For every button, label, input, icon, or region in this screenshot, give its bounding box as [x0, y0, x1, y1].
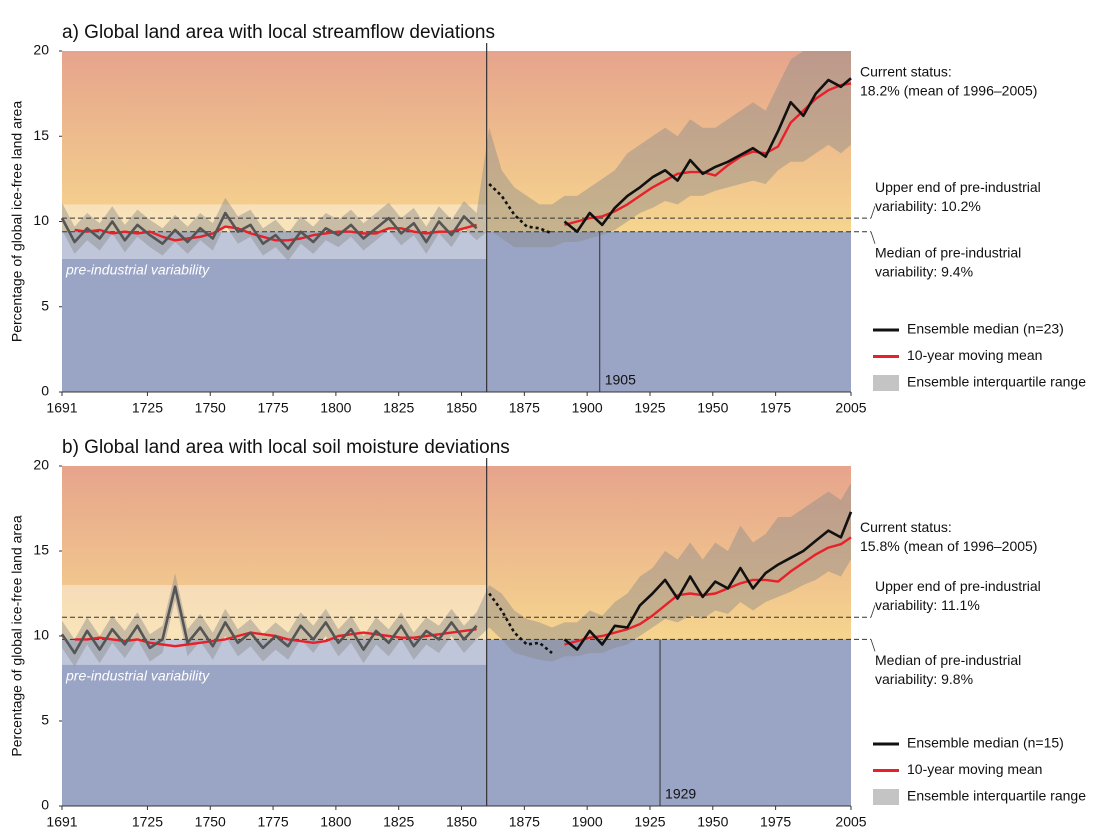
legend-swatch — [873, 789, 899, 805]
median-line — [60, 211, 478, 251]
y-tick-label: 20 — [33, 457, 49, 473]
y-tick-label: 5 — [41, 297, 49, 313]
background-below — [62, 639, 851, 806]
x-tick-label: 1775 — [257, 400, 288, 416]
median-line — [488, 183, 553, 235]
title: b) Global land area with local soil mois… — [62, 437, 510, 458]
y-tick-label: 20 — [33, 42, 49, 58]
y-tick-label: 10 — [33, 627, 49, 643]
legend-label: Ensemble interquartile range — [907, 374, 1086, 390]
moving-mean-line — [564, 536, 852, 646]
x-tick-label: 1691 — [46, 814, 77, 830]
y-tick-label: 0 — [41, 383, 49, 399]
current-status: 15.8% (mean of 1996–2005) — [860, 538, 1037, 554]
leader — [870, 605, 876, 618]
preindustrial-label: pre-industrial variability — [65, 262, 210, 278]
background-above — [62, 51, 851, 232]
leader — [870, 205, 876, 219]
legend-label: 10-year moving mean — [907, 347, 1042, 363]
legend-label: Ensemble median (n=15) — [907, 735, 1064, 751]
title: a) Global land area with local streamflo… — [62, 22, 495, 43]
current-status: 18.2% (mean of 1996–2005) — [860, 82, 1037, 98]
x-tick-label: 1850 — [446, 400, 477, 416]
x-tick-label: 1975 — [760, 400, 791, 416]
background-above — [62, 466, 851, 640]
y-tick-label: 10 — [33, 212, 49, 228]
x-tick-label: 1800 — [320, 814, 351, 830]
x-tick-label: 1750 — [195, 814, 226, 830]
x-tick-label: 1775 — [257, 814, 288, 830]
moving-mean-line — [74, 223, 477, 242]
reference-label: variability: 9.4% — [875, 263, 973, 279]
x-tick-label: 1825 — [383, 814, 414, 830]
leader — [870, 639, 876, 652]
legend-label: Ensemble interquartile range — [907, 788, 1086, 804]
x-tick-label: 1925 — [634, 400, 665, 416]
legend-label: Ensemble median (n=23) — [907, 321, 1064, 337]
x-tick-label: 1850 — [446, 814, 477, 830]
x-tick-label: 1950 — [697, 400, 728, 416]
y-axis-label: Percentage of global ice-free land area — [9, 101, 25, 342]
reference-label: Median of pre-industrial — [875, 244, 1021, 260]
current-status: Current status: — [860, 519, 952, 535]
x-tick-label: 1800 — [320, 400, 351, 416]
current-status: Current status: — [860, 63, 952, 79]
reference-label: variability: 11.1% — [875, 597, 980, 613]
emergence-label: 1929 — [665, 786, 696, 802]
legend-label: 10-year moving mean — [907, 761, 1042, 777]
y-tick-label: 15 — [33, 127, 49, 143]
x-tick-label: 1900 — [572, 814, 603, 830]
x-tick-label: 1900 — [572, 400, 603, 416]
reference-label: Upper end of pre-industrial — [875, 578, 1041, 594]
leader — [870, 231, 876, 244]
x-tick-label: 1975 — [760, 814, 791, 830]
x-tick-label: 1875 — [509, 400, 540, 416]
median-line — [60, 585, 478, 655]
reference-label: Upper end of pre-industrial — [875, 179, 1041, 195]
x-tick-label: 1725 — [132, 814, 163, 830]
x-tick-label: 2005 — [835, 814, 866, 830]
x-tick-label: 1950 — [697, 814, 728, 830]
iqr-band — [62, 483, 851, 667]
legend-swatch — [873, 375, 899, 391]
preindustrial-band — [62, 585, 487, 665]
reference-label: variability: 10.2% — [875, 198, 981, 214]
reference-label: Median of pre-industrial — [875, 652, 1021, 668]
x-tick-label: 1725 — [132, 400, 163, 416]
x-tick-label: 1750 — [195, 400, 226, 416]
median-line — [488, 592, 553, 655]
y-tick-label: 15 — [33, 542, 49, 558]
background-below — [62, 231, 851, 392]
median-line — [563, 511, 853, 651]
preindustrial-label: pre-industrial variability — [65, 668, 210, 684]
x-tick-label: 1875 — [509, 814, 540, 830]
emergence-label: 1905 — [605, 372, 636, 388]
reference-label: variability: 9.8% — [875, 671, 973, 687]
y-tick-label: 5 — [41, 712, 49, 728]
x-tick-label: 1925 — [634, 814, 665, 830]
iqr-band — [62, 51, 851, 261]
x-tick-label: 2005 — [835, 400, 866, 416]
y-tick-label: 0 — [41, 797, 49, 813]
median-line — [563, 77, 852, 233]
y-axis-label: Percentage of global ice-free land area — [9, 515, 25, 756]
x-tick-label: 1691 — [46, 400, 77, 416]
x-tick-label: 1825 — [383, 400, 414, 416]
